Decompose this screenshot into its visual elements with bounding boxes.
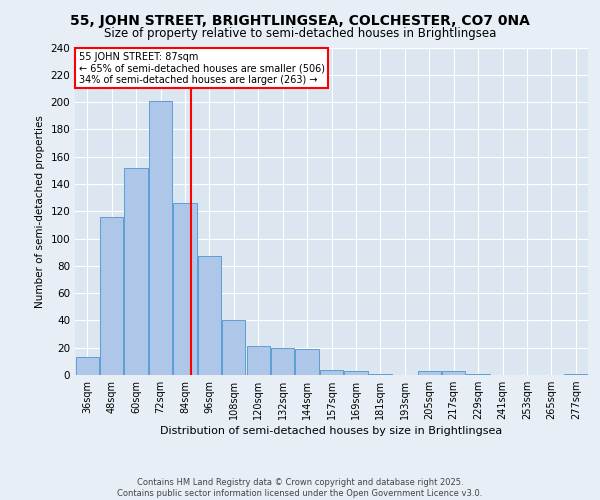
Bar [76, 358, 99, 375]
Text: 55 JOHN STREET: 87sqm
← 65% of semi-detached houses are smaller (506)
34% of sem: 55 JOHN STREET: 87sqm ← 65% of semi-deta… [79, 52, 325, 85]
Bar [295, 349, 319, 375]
Bar [271, 348, 294, 375]
Bar [564, 374, 587, 375]
Bar [222, 320, 245, 375]
Bar [198, 256, 221, 375]
X-axis label: Distribution of semi-detached houses by size in Brightlingsea: Distribution of semi-detached houses by … [160, 426, 503, 436]
Bar [149, 100, 172, 375]
Bar [442, 371, 465, 375]
Bar [466, 374, 490, 375]
Y-axis label: Number of semi-detached properties: Number of semi-detached properties [35, 115, 45, 308]
Text: Contains HM Land Registry data © Crown copyright and database right 2025.
Contai: Contains HM Land Registry data © Crown c… [118, 478, 482, 498]
Bar [173, 203, 197, 375]
Bar [100, 216, 123, 375]
Bar [247, 346, 270, 375]
Bar [320, 370, 343, 375]
Bar [418, 371, 441, 375]
Bar [124, 168, 148, 375]
Bar [369, 374, 392, 375]
Bar [344, 371, 368, 375]
Text: 55, JOHN STREET, BRIGHTLINGSEA, COLCHESTER, CO7 0NA: 55, JOHN STREET, BRIGHTLINGSEA, COLCHEST… [70, 14, 530, 28]
Text: Size of property relative to semi-detached houses in Brightlingsea: Size of property relative to semi-detach… [104, 28, 496, 40]
